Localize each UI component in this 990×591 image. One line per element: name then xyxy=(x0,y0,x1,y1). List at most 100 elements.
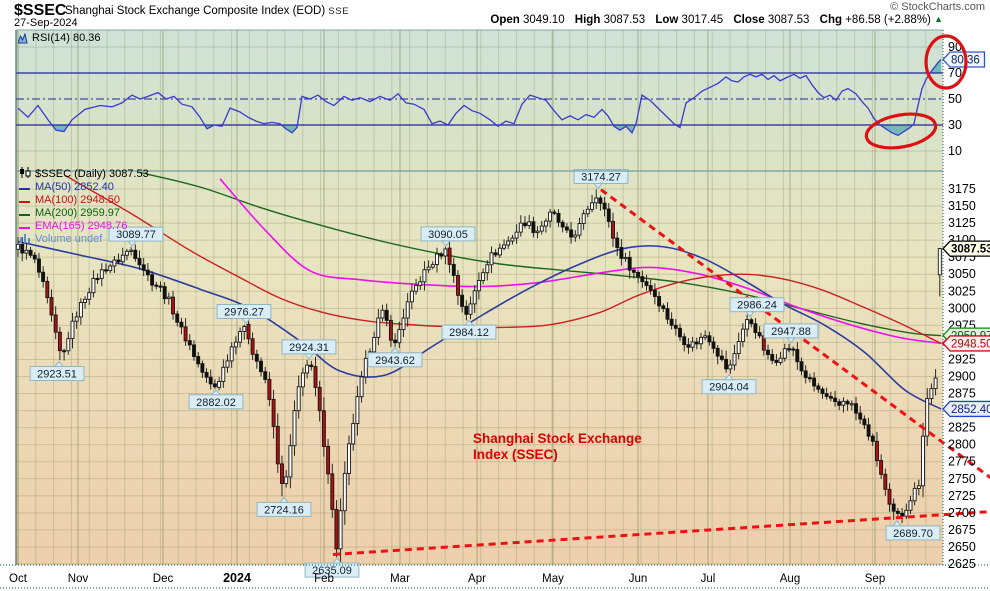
month-label: Feb xyxy=(314,573,334,585)
candle-body xyxy=(62,350,67,353)
month-label: Jul xyxy=(701,573,716,585)
candle-body xyxy=(543,220,548,227)
candle-body xyxy=(858,412,863,420)
callout-text: 2924.31 xyxy=(289,342,329,354)
candle-body xyxy=(921,435,925,487)
rsi-axis-label: 10 xyxy=(948,144,962,158)
candle-body xyxy=(443,248,448,257)
candle-body xyxy=(330,473,335,510)
candle-body xyxy=(690,341,695,348)
price-axis-label: 2800 xyxy=(948,438,976,452)
callout-pointer xyxy=(210,388,222,396)
candle-body xyxy=(912,487,917,502)
candle-body xyxy=(464,305,469,315)
candle-body xyxy=(870,435,875,442)
candle-body xyxy=(24,249,29,254)
candle-body xyxy=(372,336,377,353)
candle-body xyxy=(652,289,657,297)
low-label: Low xyxy=(655,14,679,26)
candle-body xyxy=(657,296,662,307)
candle-body xyxy=(305,364,310,374)
price-axis-label: 2825 xyxy=(948,421,976,435)
candle-body xyxy=(879,460,884,475)
candle-body xyxy=(380,309,385,319)
price-axis-label: 3175 xyxy=(948,182,976,196)
candle-body xyxy=(665,308,670,320)
candle-body xyxy=(669,318,674,326)
candle-body xyxy=(447,247,452,265)
legend-label: MA(200) 2959.97 xyxy=(35,207,120,219)
open-label: Open xyxy=(490,14,520,26)
callout-pointer xyxy=(723,373,735,381)
candle-body xyxy=(548,211,553,222)
candle-body xyxy=(83,298,87,303)
ema165-line xyxy=(219,178,942,345)
legend-label: MA(50) 2852.40 xyxy=(35,181,114,193)
candle-body xyxy=(569,229,574,238)
candle-body xyxy=(99,269,104,279)
candle-body xyxy=(615,237,620,248)
month-label: Mar xyxy=(390,573,410,585)
candle-body xyxy=(150,274,155,286)
candle-body xyxy=(581,213,586,224)
close-label: Close xyxy=(733,14,765,26)
candle-body xyxy=(154,284,159,287)
low-value: 3017.45 xyxy=(681,14,724,26)
candle-body xyxy=(862,418,867,426)
callout-pointer xyxy=(303,353,315,360)
candle-body xyxy=(736,341,741,355)
month-label: Oct xyxy=(9,573,28,585)
callout-text: 3174.27 xyxy=(581,172,621,184)
candle-body xyxy=(120,254,125,263)
rsi-axis-label: 70 xyxy=(948,66,962,80)
annotation-line-1: Shanghai Stock Exchange xyxy=(473,431,642,446)
candle-body xyxy=(891,503,896,512)
callout-pointer xyxy=(592,182,604,190)
price-axis-label: 2875 xyxy=(948,387,976,401)
callout-pointer xyxy=(744,311,756,318)
callout-text: 2724.16 xyxy=(264,504,304,516)
candle-body xyxy=(263,371,268,380)
month-label: Nov xyxy=(68,573,89,585)
candle-body xyxy=(753,323,758,334)
callout-pointer xyxy=(891,520,903,527)
price-axis-label: 2725 xyxy=(948,489,976,503)
month-label: May xyxy=(542,573,564,585)
candle-body xyxy=(514,231,519,239)
candle-body xyxy=(606,208,611,222)
candle-body xyxy=(456,275,460,296)
chart-title: Shanghai Stock Exchange Composite Index … xyxy=(65,5,349,17)
rsi-indicator-label: RSI(14) 80.36 xyxy=(18,32,100,44)
candle-body xyxy=(900,512,905,517)
month-label: 2024 xyxy=(223,571,251,585)
candle-body xyxy=(439,253,444,257)
candle-body xyxy=(699,336,703,345)
candle-body xyxy=(539,225,544,232)
callout-pointer xyxy=(463,319,475,326)
annotation-line-2: Index (SSEC) xyxy=(473,447,558,462)
candle-body xyxy=(116,259,121,263)
candle-body xyxy=(112,259,117,267)
legend-label: Volume undef xyxy=(35,233,103,245)
candle-body xyxy=(481,272,486,282)
rsi-line xyxy=(17,59,942,137)
candle-body xyxy=(187,340,192,346)
candle-body xyxy=(183,326,188,342)
candle-body xyxy=(782,348,787,359)
candle-body xyxy=(229,346,234,362)
candle-body xyxy=(397,329,402,344)
quote-line: Open 3049.10 High 3087.53 Low 3017.45 Cl… xyxy=(483,14,943,26)
callout-text: 2976.27 xyxy=(224,307,264,319)
candle-body xyxy=(342,472,347,512)
price-tag-close-box xyxy=(942,240,990,257)
high-label: High xyxy=(574,14,601,26)
candle-body xyxy=(435,253,439,265)
candle-body xyxy=(472,290,477,305)
candle-body xyxy=(221,366,226,382)
candle-body xyxy=(703,335,708,338)
candle-body xyxy=(20,243,25,254)
candle-body xyxy=(678,327,682,338)
price-axis-label: 2900 xyxy=(948,370,976,384)
candle-body xyxy=(384,309,389,321)
